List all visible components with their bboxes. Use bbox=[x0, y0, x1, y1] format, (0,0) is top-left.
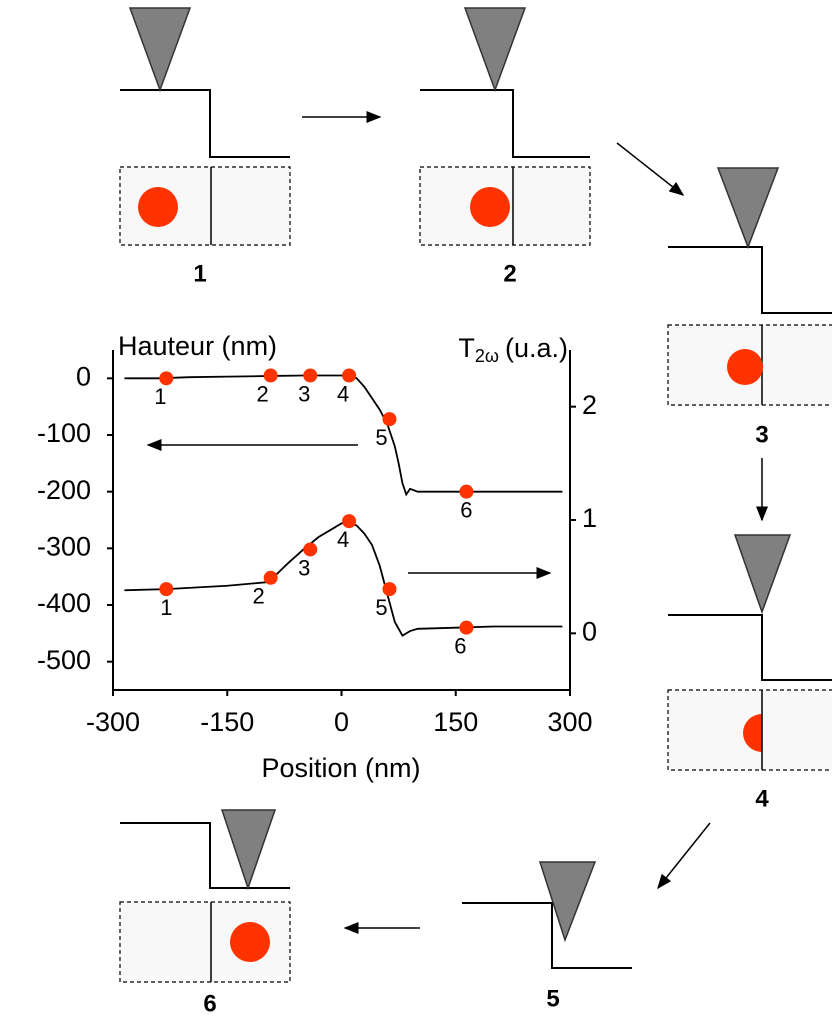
y2-label-units: (u.a.) bbox=[505, 333, 568, 363]
y-tick-label: -400 bbox=[37, 588, 91, 618]
panel-label: 4 bbox=[755, 785, 769, 812]
marker bbox=[159, 582, 174, 597]
point-label: 1 bbox=[160, 595, 172, 620]
point-label: 3 bbox=[298, 555, 310, 580]
marker bbox=[159, 371, 174, 386]
marker bbox=[263, 368, 278, 383]
arrow bbox=[616, 142, 685, 196]
surface-step bbox=[420, 89, 590, 158]
panel-label: 6 bbox=[203, 990, 216, 1017]
point-label: 2 bbox=[253, 584, 265, 609]
point-label: 4 bbox=[337, 381, 349, 406]
point-label: 6 bbox=[454, 633, 466, 658]
y2-axis-label: T2ω (u.a.) bbox=[458, 333, 568, 366]
point-label: 4 bbox=[337, 527, 349, 552]
particle bbox=[230, 922, 270, 962]
marker bbox=[459, 620, 474, 635]
point-label: 2 bbox=[257, 381, 269, 406]
panel-label: 2 bbox=[503, 260, 516, 287]
plot: 0 -100 -200 -300 -400 -500 0 1 2 -300 -150 0 150 300 1… bbox=[37, 350, 597, 737]
marker bbox=[303, 368, 318, 383]
y-tick-label: -100 bbox=[37, 418, 91, 448]
y2-tick-label: 2 bbox=[582, 390, 597, 420]
surface-step bbox=[120, 822, 290, 889]
particle bbox=[727, 349, 763, 385]
x-tick-label: 0 bbox=[334, 707, 349, 737]
point-label: 1 bbox=[154, 384, 166, 409]
y2-tick-label: 1 bbox=[582, 503, 597, 533]
panel-label: 1 bbox=[193, 260, 206, 287]
panel-label: 5 bbox=[546, 985, 559, 1012]
marker bbox=[382, 412, 397, 427]
surface-step bbox=[120, 89, 290, 158]
particle bbox=[743, 714, 762, 752]
x-tick-label: 300 bbox=[547, 707, 592, 737]
y-tick-label: 0 bbox=[76, 361, 91, 391]
particle bbox=[138, 187, 178, 227]
point-label: 5 bbox=[375, 595, 387, 620]
surface-step bbox=[668, 246, 832, 314]
surface-step bbox=[668, 614, 832, 681]
tip bbox=[128, 7, 192, 93]
tip bbox=[733, 534, 792, 615]
point-label: 6 bbox=[460, 497, 472, 522]
y-tick-label: -200 bbox=[37, 475, 91, 505]
point-label: 5 bbox=[375, 425, 387, 450]
x-tick-label: -150 bbox=[200, 707, 254, 737]
marker bbox=[382, 582, 397, 597]
marker bbox=[342, 514, 357, 529]
particle bbox=[470, 187, 510, 227]
marker bbox=[459, 484, 474, 499]
y-tick-label: -300 bbox=[37, 531, 91, 561]
tip bbox=[220, 809, 277, 891]
diagram bbox=[119, 7, 832, 983]
y2-label-subscript: 2ω bbox=[475, 346, 499, 366]
tip bbox=[463, 7, 527, 93]
y2-tick-label: 0 bbox=[582, 616, 597, 646]
marker bbox=[342, 368, 357, 383]
x-axis-label: Position (nm) bbox=[261, 753, 420, 783]
y2-label-base: T bbox=[458, 333, 475, 363]
panel-label: 3 bbox=[755, 421, 768, 448]
point-label: 3 bbox=[298, 381, 310, 406]
tip bbox=[538, 861, 597, 943]
x-tick-label: 150 bbox=[433, 707, 478, 737]
marker bbox=[303, 542, 318, 557]
marker bbox=[263, 570, 278, 585]
x-tick-label: -300 bbox=[86, 707, 140, 737]
arrow bbox=[657, 822, 711, 890]
surface-step bbox=[462, 902, 632, 969]
y-tick-label: -500 bbox=[37, 645, 91, 675]
y-axis-label: Hauteur (nm) bbox=[118, 331, 277, 361]
tip bbox=[716, 167, 780, 250]
